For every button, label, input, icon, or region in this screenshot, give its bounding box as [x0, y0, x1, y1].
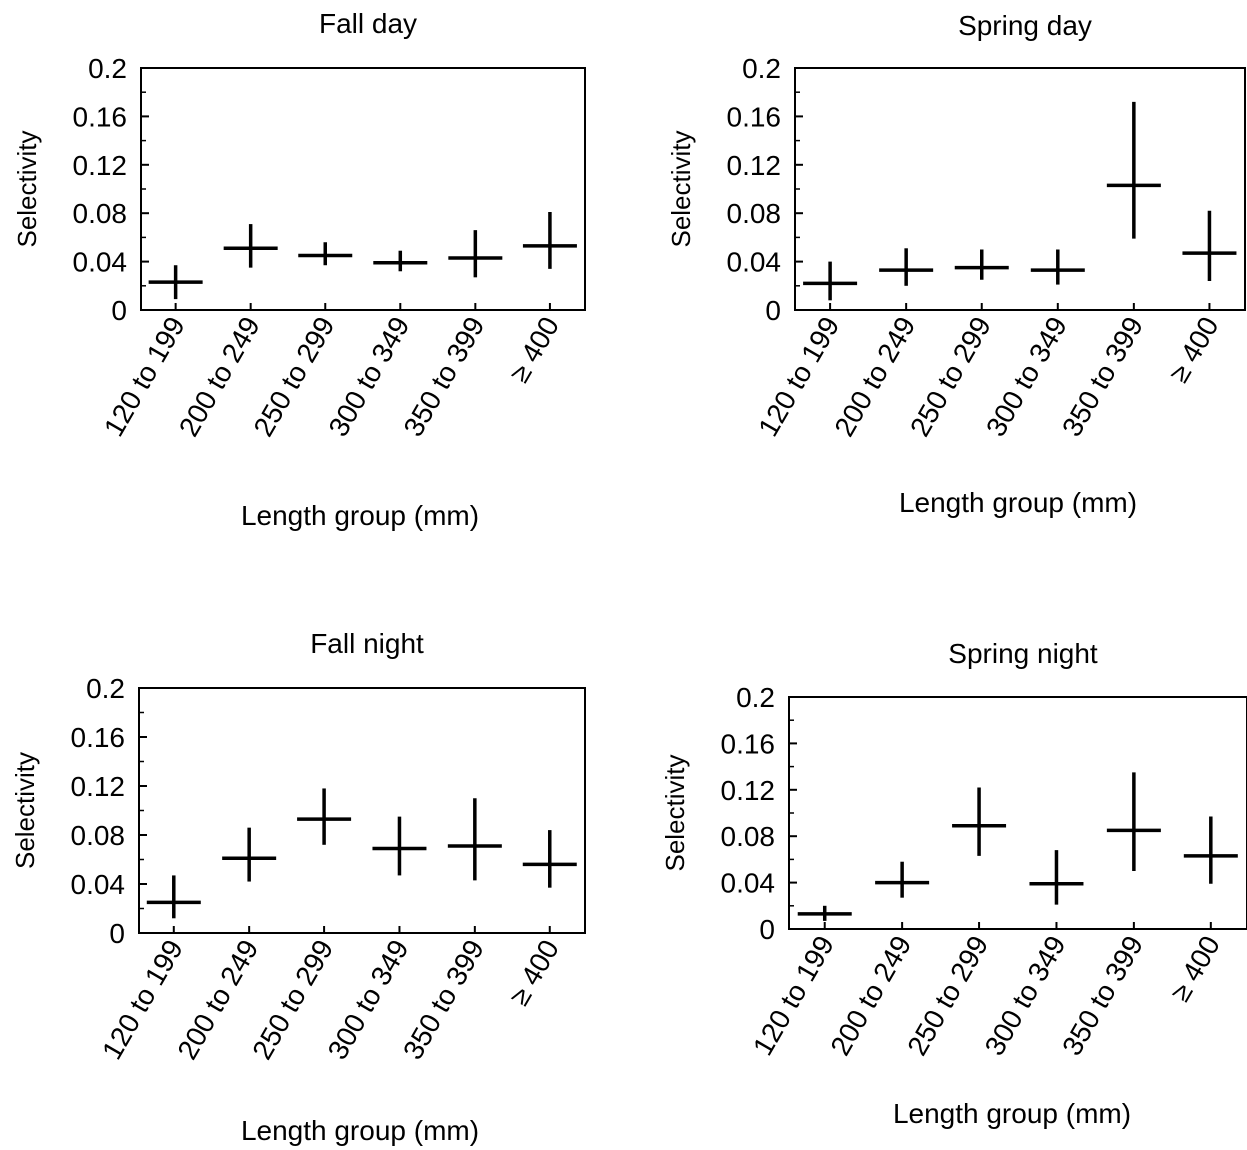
- plot-frame: [140, 67, 586, 311]
- chart-panel: Spring night 0 0.04 0.08 0.12 0.16 0.2 Selectiv…: [660, 638, 1247, 1129]
- x-tick-label: ≥ 400: [503, 935, 565, 1011]
- y-tick-label: 0.04: [71, 869, 126, 900]
- y-tick-label: 0.04: [73, 247, 128, 278]
- y-tick-label: 0: [759, 914, 775, 945]
- chart-title: Fall night: [310, 628, 424, 659]
- y-axis-label: Selectivity: [660, 754, 690, 871]
- plot-frame: [794, 67, 1246, 311]
- y-tick-label: 0.08: [721, 821, 776, 852]
- y-tick-label: 0.16: [73, 101, 128, 132]
- chart-panel: Spring day 0 0.04 0.08 0.12 0.16 0.2 Selectivit…: [666, 10, 1246, 518]
- x-axis-label: Length group (mm): [241, 1115, 479, 1146]
- y-tick-label: 0.2: [86, 673, 125, 704]
- y-tick-label: 0.2: [742, 53, 781, 84]
- y-tick-label: 0.16: [727, 101, 782, 132]
- chart-title: Spring day: [958, 10, 1092, 41]
- y-tick-label: 0: [111, 295, 127, 326]
- y-tick-label: 0.2: [88, 53, 127, 84]
- y-tick-label: 0.12: [71, 771, 126, 802]
- y-tick-label: 0.16: [71, 722, 126, 753]
- y-axis-label: Selectivity: [10, 752, 40, 869]
- y-tick-label: 0.08: [73, 198, 128, 229]
- x-axis-label: Length group (mm): [899, 487, 1137, 518]
- y-tick-label: 0.12: [721, 775, 776, 806]
- y-tick-label: 0.2: [736, 682, 775, 713]
- y-tick-label: 0.12: [727, 150, 782, 181]
- y-tick-label: 0: [109, 918, 125, 949]
- y-tick-label: 0.16: [721, 728, 776, 759]
- chart-panel: Fall night 0 0.04 0.08 0.12 0.16 0.2 Selectivit…: [10, 628, 586, 1146]
- chart-title: Spring night: [948, 638, 1098, 669]
- x-tick-label: ≥ 400: [503, 312, 565, 388]
- y-tick-label: 0: [765, 295, 781, 326]
- x-tick-label: ≥ 400: [1163, 312, 1225, 388]
- x-tick-label: ≥ 400: [1164, 931, 1226, 1007]
- chart-panel: Fall day00.040.080.120.160.2Selectivity1…: [12, 8, 586, 531]
- y-tick-label: 0.08: [71, 820, 126, 851]
- x-tick-label: 350 to 399: [1056, 931, 1149, 1061]
- plot-frame: [788, 696, 1247, 930]
- chart-title: Fall day: [319, 8, 417, 39]
- y-tick-label: 0.12: [73, 150, 128, 181]
- x-axis-label: Length group (mm): [893, 1098, 1131, 1129]
- y-tick-label: 0.08: [727, 198, 782, 229]
- y-tick-label: 0.04: [721, 868, 776, 899]
- plot-frame: [138, 687, 586, 934]
- y-tick-label: 0.04: [727, 247, 782, 278]
- y-axis-label: Selectivity: [666, 130, 696, 247]
- y-axis-label: Selectivity: [12, 130, 42, 247]
- x-axis-label: Length group (mm): [241, 500, 479, 531]
